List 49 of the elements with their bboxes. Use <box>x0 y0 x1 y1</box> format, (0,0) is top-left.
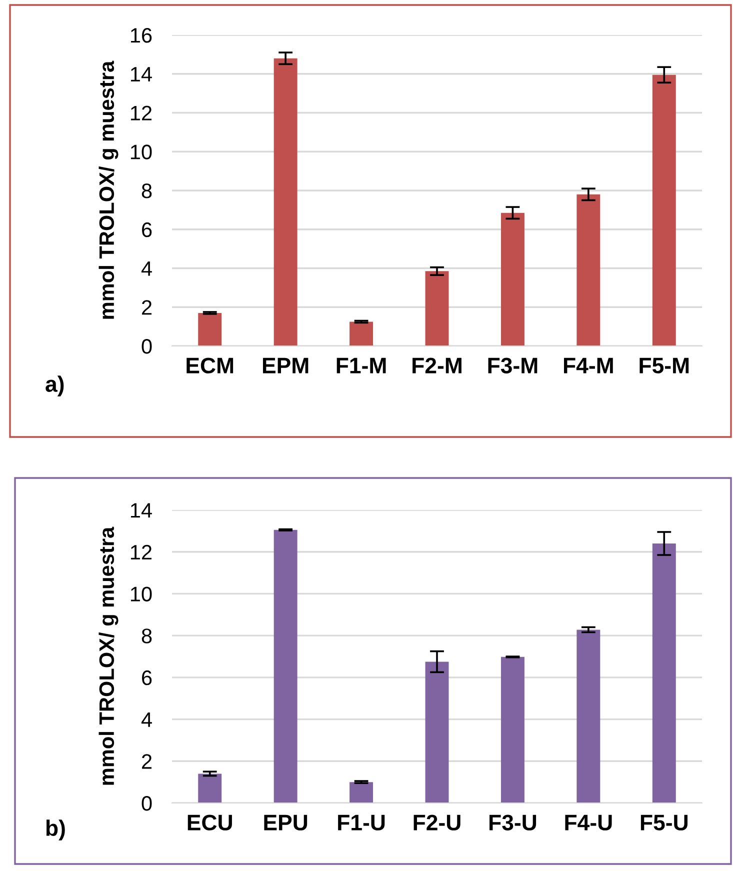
bar <box>576 630 600 803</box>
text: a) <box>46 376 64 396</box>
y-tick-label: 14 <box>130 503 152 518</box>
bar <box>274 58 298 346</box>
y-tick-label: 8 <box>142 628 152 644</box>
bar <box>652 543 676 803</box>
bar <box>500 212 524 346</box>
y-tick-label: 2 <box>142 754 152 769</box>
text: b) <box>46 820 65 840</box>
x-tick-label: F5-M <box>640 358 689 374</box>
bar <box>652 74 676 346</box>
x-tick-label: F2-U <box>414 814 460 830</box>
y-tick-label: 10 <box>130 144 152 160</box>
y-axis-title: mmol TROLOX/ g muestra <box>98 60 118 319</box>
bar <box>425 271 449 346</box>
x-tick-label: ECM <box>186 358 234 374</box>
bar <box>350 782 374 803</box>
y-tick-label: 16 <box>130 28 152 43</box>
x-tick-label: ECU <box>188 814 232 830</box>
bar <box>198 312 222 346</box>
bar <box>274 530 298 803</box>
y-tick-label: 12 <box>130 544 152 560</box>
x-tick-label: F4-M <box>564 358 613 374</box>
bar <box>500 656 524 803</box>
y-tick-label: 6 <box>142 222 152 238</box>
bar <box>576 194 600 346</box>
y-tick-label: 14 <box>130 67 152 82</box>
y-tick-label: 4 <box>141 261 152 276</box>
x-tick-label: F3-M <box>488 358 538 374</box>
y-tick-label: 4 <box>141 712 152 727</box>
y-tick-label: 10 <box>130 586 152 602</box>
x-tick-label: EPM <box>262 358 308 374</box>
bar <box>350 322 374 346</box>
x-tick-label: F1-M <box>336 358 386 374</box>
y-tick-label: 0 <box>142 796 152 811</box>
x-tick-label: EPU <box>264 814 308 830</box>
x-tick-label: F4-U <box>565 814 612 830</box>
y-tick-label: 8 <box>142 184 152 198</box>
bar <box>198 774 222 803</box>
y-tick-label: 2 <box>142 300 152 315</box>
x-tick-label: F1-U <box>338 814 385 830</box>
y-axis-title: mmol TROLOX/ g muestra <box>98 526 118 785</box>
y-tick-label: 0 <box>142 339 152 354</box>
x-tick-label: F2-M <box>412 358 462 374</box>
y-tick-label: 12 <box>130 106 152 120</box>
x-tick-label: F5-U <box>640 814 688 830</box>
x-tick-label: F3-U <box>490 814 536 830</box>
y-tick-label: 6 <box>142 670 152 686</box>
bar <box>425 662 449 803</box>
